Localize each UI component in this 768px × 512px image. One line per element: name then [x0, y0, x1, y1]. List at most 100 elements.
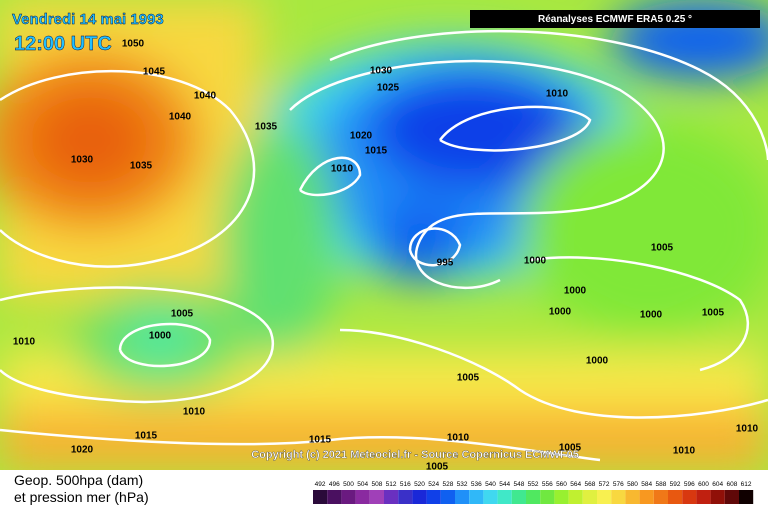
- isobar-label: 1000: [149, 331, 172, 342]
- isobar-label: 1035: [255, 122, 278, 133]
- scale-swatch: [511, 490, 526, 504]
- isobar-lines: [0, 29, 768, 462]
- scale-swatch: [455, 490, 470, 504]
- scale-swatch: [639, 490, 654, 504]
- isobar-label: 1025: [377, 83, 400, 94]
- isobar-label: 1010: [331, 164, 354, 175]
- isobar-label: 1010: [183, 407, 206, 418]
- scale-label: 512: [386, 481, 397, 488]
- scale-label: 576: [613, 481, 624, 488]
- color-scale: 492 496 500 504 508 512 516 520 524 528 532 536 540 5…: [313, 481, 754, 504]
- scale-swatch: [355, 490, 370, 504]
- isobar-label: 1020: [71, 445, 94, 456]
- scale-label: 504: [357, 481, 368, 488]
- scale-swatch: [440, 490, 455, 504]
- isobar-label: 1005: [559, 443, 582, 454]
- isobar-label: 995: [437, 258, 454, 269]
- isobar-label: 1010: [736, 424, 759, 435]
- scale-label: 568: [584, 481, 595, 488]
- scale-swatch: [398, 490, 413, 504]
- isobar-label: 1010: [673, 446, 696, 457]
- scale-swatch: [724, 490, 739, 504]
- scale-swatch: [497, 490, 512, 504]
- isobar-label: 1020: [350, 131, 373, 142]
- isobar-label: 1050: [122, 39, 145, 50]
- isobar-label: 1030: [370, 66, 393, 77]
- scale-label: 604: [712, 481, 723, 488]
- scale-swatch: [369, 490, 384, 504]
- isobar-label: 1015: [309, 435, 332, 446]
- source: Réanalyses ECMWF ERA5 0.25 °: [538, 14, 692, 25]
- scale-swatch: [582, 490, 597, 504]
- scale-label: 612: [741, 481, 752, 488]
- isobar-label: 1005: [426, 462, 449, 473]
- time: 12:00 UTC: [14, 33, 112, 55]
- scale-label: 560: [556, 481, 567, 488]
- scale-label: 588: [655, 481, 666, 488]
- scale-swatch: [384, 490, 399, 504]
- scale-swatch: [653, 490, 668, 504]
- scale-label: 552: [528, 481, 539, 488]
- scale-label: 536: [471, 481, 482, 488]
- scale-swatch: [568, 490, 583, 504]
- isobar-label: 1000: [524, 256, 547, 267]
- legend-line1: Geop. 500hpa (dam): [14, 472, 143, 488]
- scale-label: 516: [400, 481, 411, 488]
- isobar-label: 1005: [651, 243, 674, 254]
- scale-swatch: [554, 490, 569, 504]
- isobar-label: 1005: [457, 373, 480, 384]
- scale-label: 592: [670, 481, 681, 488]
- isobar-label: 1040: [194, 91, 217, 102]
- scale-label: 548: [513, 481, 524, 488]
- scale-swatch: [625, 490, 640, 504]
- scale-swatch: [426, 490, 441, 504]
- scale-swatch: [668, 490, 683, 504]
- scale-label: 580: [627, 481, 638, 488]
- scale-swatch: [327, 490, 342, 504]
- scale-label: 520: [414, 481, 425, 488]
- scale-label: 532: [457, 481, 468, 488]
- scale-label: 528: [442, 481, 453, 488]
- isobar-label: 1010: [13, 337, 36, 348]
- scale-label: 508: [371, 481, 382, 488]
- isobar-label: 1015: [135, 431, 158, 442]
- isobar-label: 1010: [546, 89, 569, 100]
- scale-label: 596: [684, 481, 695, 488]
- scale-swatch: [710, 490, 725, 504]
- isobar-label: 1005: [702, 308, 725, 319]
- isobar-label: 1000: [549, 307, 572, 318]
- isobar-label: 1035: [130, 161, 153, 172]
- scale-swatch: [483, 490, 498, 504]
- isobar-label: 1000: [586, 356, 609, 367]
- isobar-label: 1040: [169, 112, 192, 123]
- scale-label: 492: [315, 481, 326, 488]
- scale-swatch: [696, 490, 711, 504]
- scale-label: 584: [641, 481, 652, 488]
- isobar-label: 1030: [71, 155, 94, 166]
- source-box: [470, 10, 760, 28]
- scale-swatch: [469, 490, 484, 504]
- scale-swatch: [412, 490, 427, 504]
- scale-label: 496: [329, 481, 340, 488]
- scale-label: 524: [428, 481, 439, 488]
- scale-swatch: [597, 490, 612, 504]
- scale-label: 544: [499, 481, 510, 488]
- scale-label: 608: [726, 481, 737, 488]
- date: Vendredi 14 mai 1993: [12, 11, 164, 28]
- scale-swatch: [341, 490, 356, 504]
- legend-line2: et pression mer (hPa): [14, 489, 149, 505]
- isobar-label: 1015: [365, 146, 388, 157]
- scale-swatch: [313, 490, 328, 504]
- isobar-label: 1045: [143, 67, 166, 78]
- isobar-label: 1000: [640, 310, 663, 321]
- scale-label: 540: [485, 481, 496, 488]
- isobar-label: 1000: [564, 286, 587, 297]
- scale-swatch: [526, 490, 541, 504]
- scale-label: 556: [542, 481, 553, 488]
- scale-label: 500: [343, 481, 354, 488]
- scale-label: 600: [698, 481, 709, 488]
- scale-label: 572: [599, 481, 610, 488]
- scale-swatch: [739, 490, 754, 504]
